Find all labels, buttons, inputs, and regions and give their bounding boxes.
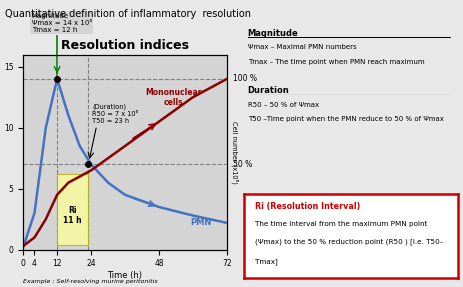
Text: Mononuclear
cells: Mononuclear cells — [145, 88, 201, 107]
Text: 100 %: 100 % — [232, 74, 257, 84]
Text: R50 – 50 % of Ψmax: R50 – 50 % of Ψmax — [248, 102, 319, 108]
Text: Quantitative definition of inflammatory  resolution: Quantitative definition of inflammatory … — [5, 9, 250, 19]
Title: Resolution indices: Resolution indices — [61, 39, 189, 52]
Text: PMN: PMN — [191, 218, 212, 227]
Text: T50 –Time point when the PMN reduce to 50 % of Ψmax: T50 –Time point when the PMN reduce to 5… — [248, 116, 444, 122]
X-axis label: Time (h): Time (h) — [107, 271, 143, 280]
Text: Tmax]: Tmax] — [255, 258, 277, 265]
Text: Magnitude
Ψmax = 14 x 10⁶
Tmax = 12 h: Magnitude Ψmax = 14 x 10⁶ Tmax = 12 h — [31, 13, 92, 32]
Text: Ri (Resolution Interval): Ri (Resolution Interval) — [255, 202, 360, 211]
Text: (Ψmax) to the 50 % reduction point (R50 ) [i.e. T50–: (Ψmax) to the 50 % reduction point (R50 … — [255, 238, 443, 245]
Text: 50 %: 50 % — [232, 160, 252, 169]
Text: Ψmax – Maximal PMN numbers: Ψmax – Maximal PMN numbers — [248, 44, 357, 51]
Y-axis label: Cell number (x10⁶): Cell number (x10⁶) — [231, 121, 238, 184]
Text: Duration: Duration — [248, 86, 289, 95]
Text: Example : Self-resolving murine peritonitis: Example : Self-resolving murine peritoni… — [23, 279, 158, 284]
Text: Ri
11 h: Ri 11 h — [63, 206, 82, 225]
Y-axis label: PMN (x10⁶): PMN (x10⁶) — [0, 131, 1, 173]
Text: (Duration)
R50 = 7 x 10⁶
T50 = 23 h: (Duration) R50 = 7 x 10⁶ T50 = 23 h — [93, 103, 139, 124]
Bar — [57, 174, 88, 245]
Text: The time interval from the maximum PMN point: The time interval from the maximum PMN p… — [255, 221, 427, 227]
Text: Magnitude: Magnitude — [248, 29, 299, 38]
Text: Tmax – The time point when PMN reach maximum: Tmax – The time point when PMN reach max… — [248, 59, 424, 65]
